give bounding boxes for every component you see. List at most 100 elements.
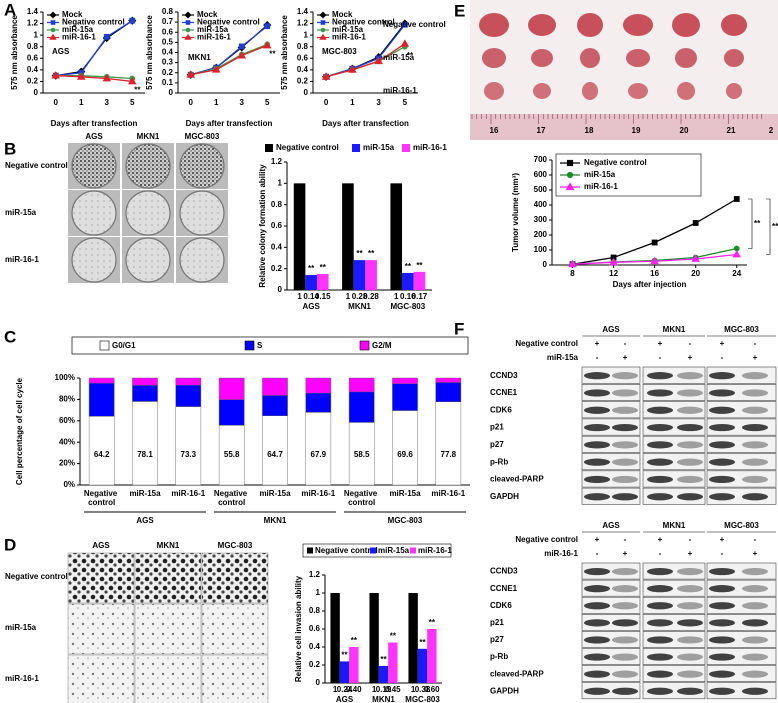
chart-title: AGS	[52, 47, 70, 56]
value-label: 0.38	[415, 685, 431, 694]
series-line	[190, 44, 268, 76]
tumor	[675, 48, 697, 68]
blot-band	[584, 567, 610, 576]
blot-band	[584, 475, 610, 484]
column-label: AGS	[602, 521, 620, 530]
point	[102, 74, 112, 82]
value-label: 1	[333, 685, 338, 694]
legend-label: Mock	[62, 10, 83, 19]
legend-label: G2/M	[372, 341, 392, 350]
blot-band	[584, 389, 610, 397]
point	[127, 77, 137, 85]
bracket	[748, 198, 753, 249]
protein-label: cleaved-PARP	[490, 475, 544, 484]
blot-band	[612, 636, 638, 644]
panel-label: A	[4, 0, 16, 19]
blot-band	[742, 567, 768, 576]
blot-band	[677, 372, 703, 380]
legend-swatch	[402, 144, 410, 152]
blot-band	[584, 636, 610, 644]
column-label: AGS	[85, 132, 103, 141]
point	[733, 196, 740, 202]
y-tick-label: 80%	[59, 395, 75, 404]
bar	[353, 260, 366, 290]
y-tick-label: 0.6	[309, 624, 321, 633]
row-label: Negative control	[5, 572, 68, 581]
condition-mark: +	[753, 549, 758, 558]
condition-mark: +	[720, 535, 725, 544]
point	[321, 72, 331, 80]
blot-band	[677, 475, 703, 484]
blot-band	[709, 567, 735, 576]
blot-band	[709, 406, 735, 414]
row-label: Negative control	[383, 20, 446, 29]
legend-swatch	[99, 340, 110, 351]
legend-label: miR-15a	[584, 170, 616, 179]
blot-band	[709, 602, 735, 610]
legend-swatch	[265, 144, 273, 152]
ruler-label: 16	[490, 126, 499, 135]
blot-band	[647, 372, 673, 380]
point	[401, 21, 408, 28]
condition-mark: +	[658, 535, 663, 544]
annotation: **	[351, 636, 358, 645]
tumor	[628, 83, 648, 99]
blot-band	[742, 602, 768, 610]
condition-mark: -	[721, 549, 724, 558]
tumor	[582, 82, 598, 100]
group-label: AGS	[136, 516, 154, 525]
y-tick-label: 0.8	[162, 7, 174, 16]
x-tick-label: miR-16-1	[301, 489, 335, 498]
blot-band	[584, 687, 610, 695]
bar-segment	[218, 377, 245, 400]
column-label: MKN1	[663, 325, 686, 334]
blot-band	[612, 475, 638, 484]
x-tick-label: 16	[650, 269, 659, 278]
legend-label: miR-15a	[363, 143, 395, 152]
bar-segment	[262, 377, 288, 396]
protein-label: p21	[490, 423, 504, 432]
panel-label: C	[4, 327, 16, 346]
legend-marker	[566, 159, 574, 167]
bar-segment	[305, 377, 332, 394]
y-tick-label: 0.8	[309, 606, 321, 615]
point	[348, 65, 357, 73]
blot-band	[612, 389, 638, 397]
blot-band	[584, 670, 610, 678]
blot-band	[647, 653, 673, 661]
legend-label: miR-16-1	[197, 33, 231, 42]
x-tick-label: 5	[403, 98, 408, 107]
point	[400, 39, 410, 47]
blot-band	[709, 585, 735, 593]
legend-marker	[185, 27, 191, 33]
y-tick-label: 0.6	[27, 53, 39, 62]
y-tick-label: 0.2	[27, 77, 39, 86]
chart-title: MGC-803	[322, 47, 357, 56]
legend-label: miR-16-1	[584, 182, 618, 191]
y-tick-label: 0.6	[271, 221, 283, 230]
point	[211, 65, 221, 73]
x-axis-label: Days after transfection	[186, 119, 273, 128]
blot-band	[612, 372, 638, 380]
y-tick-label: 1	[34, 30, 39, 39]
blot-band	[742, 670, 768, 678]
legend-label: Negative control	[315, 546, 378, 555]
blot-band	[677, 653, 703, 661]
y-tick-label: 0.4	[309, 642, 321, 651]
column-label: MGC-803	[218, 541, 253, 550]
blot-band	[709, 423, 735, 432]
condition-mark: +	[688, 549, 693, 558]
plate	[71, 237, 117, 283]
micrograph	[201, 552, 269, 604]
plate	[179, 237, 225, 283]
y-tick-label: 0	[316, 678, 321, 687]
blot-band	[709, 687, 735, 695]
annotation: **	[134, 86, 141, 95]
bar	[413, 271, 426, 290]
blot-band	[584, 493, 610, 501]
x-tick-label: MKN1	[372, 695, 395, 703]
y-tick-label: 200	[534, 230, 548, 239]
y-tick-label: 0.2	[309, 660, 321, 669]
column-label: MGC-803	[185, 132, 220, 141]
bar-segment	[348, 391, 375, 423]
